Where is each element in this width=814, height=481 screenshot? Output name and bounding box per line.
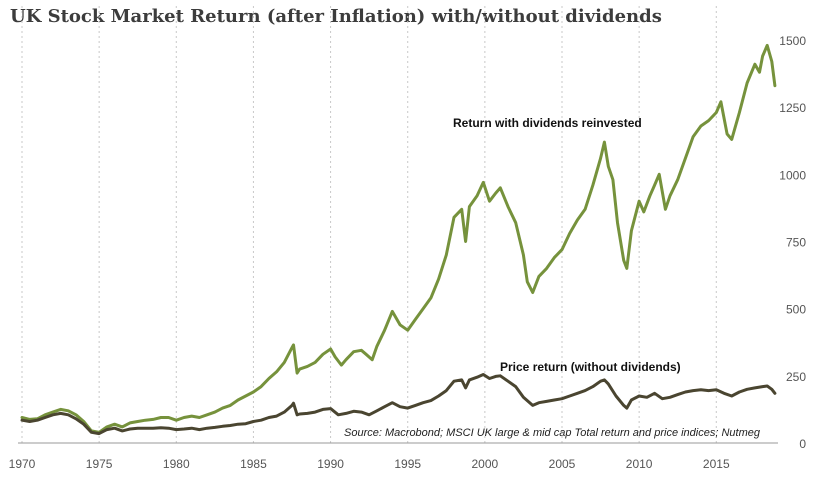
- x-tick-label-2005: 2005: [549, 457, 576, 471]
- y-tick-label-750: 750: [786, 236, 806, 250]
- x-tick-label-1985: 1985: [240, 457, 267, 471]
- y-tick-label-0: 0: [799, 437, 806, 451]
- x-tick-label-2010: 2010: [626, 457, 653, 471]
- x-axis: 1970 1975 1980 1985 1990 1995 2000 2005 2010 2015: [9, 442, 778, 471]
- plot-area: [20, 43, 777, 436]
- series-line-price-return: [20, 373, 777, 436]
- series-label-total-return: Return with dividends reinvested: [453, 116, 642, 130]
- y-tick-label-250: 250: [786, 370, 806, 384]
- source-note: Source: Macrobond; MSCI UK large & mid c…: [344, 427, 761, 439]
- chart-title: UK Stock Market Return (after Inflation)…: [10, 6, 662, 27]
- x-tick-label-1990: 1990: [317, 457, 344, 471]
- y-tick-label-500: 500: [786, 303, 806, 317]
- x-tick-label-1995: 1995: [394, 457, 421, 471]
- series-label-price-return: Price return (without dividends): [500, 360, 681, 374]
- y-axis: 0 250 500 750 1000 1250 1500: [779, 34, 806, 451]
- y-tick-label-1000: 1000: [779, 168, 806, 182]
- y-tick-label-1250: 1250: [779, 101, 806, 115]
- x-tick-label-2000: 2000: [472, 457, 499, 471]
- series-line-total-return: [20, 43, 777, 434]
- x-tick-label-2015: 2015: [703, 457, 730, 471]
- x-tick-label-1980: 1980: [163, 457, 190, 471]
- x-tick-label-1970: 1970: [9, 457, 36, 471]
- y-tick-label-1500: 1500: [779, 34, 806, 48]
- grid-lines: [21, 6, 717, 443]
- x-tick-label-1975: 1975: [86, 457, 113, 471]
